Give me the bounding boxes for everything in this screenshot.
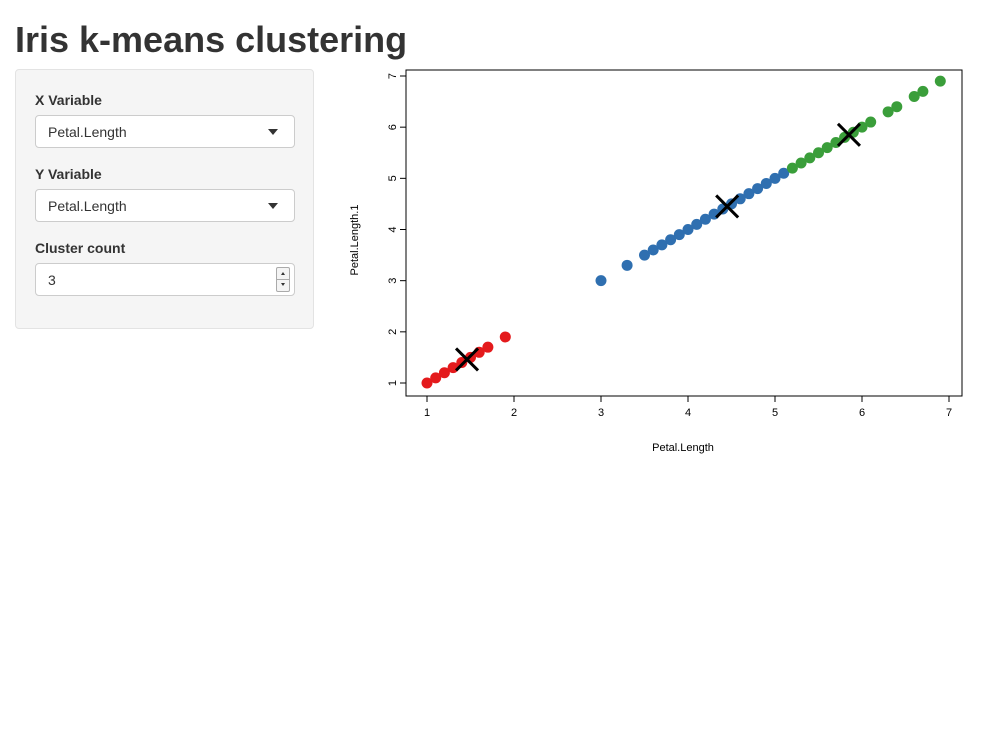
cluster-2-point	[647, 244, 659, 256]
x-tick-label: 7	[946, 407, 952, 419]
y-tick-label: 6	[387, 124, 399, 130]
center-x-stroke	[836, 122, 862, 147]
cluster-2-point	[682, 224, 694, 235]
cluster-3-point	[821, 142, 833, 154]
sidebar-panel: X Variable Petal.Length Y Variable Petal…	[15, 69, 314, 329]
spin-down-button[interactable]	[277, 280, 289, 291]
spin-up-button[interactable]	[277, 268, 289, 280]
cluster-scatter-plot: 1 2 3 4 5 6 7 1 2 3 4 5 6 7 Petal.Length Petal.Lengt…	[349, 69, 963, 454]
cluster-1-point	[499, 331, 511, 343]
x-variable-label: X Variable	[35, 92, 102, 108]
cluster-1-point	[421, 377, 433, 389]
y-tick-label: 3	[387, 278, 399, 284]
center-x-stroke	[454, 347, 480, 372]
y-tick-label: 4	[387, 226, 399, 232]
cluster-3-point	[804, 152, 816, 164]
y-tick-label: 1	[387, 380, 399, 386]
cluster-1-point	[438, 367, 450, 379]
cluster-2-point	[760, 177, 772, 189]
cluster-3-point	[795, 157, 807, 169]
cluster-3-point	[891, 101, 903, 113]
y-tick-label: 2	[387, 329, 399, 335]
y-axis: 1 2 3 4 5 6 7	[387, 73, 406, 386]
x-variable-select[interactable]: Petal.Length	[35, 115, 295, 148]
x-tick-label: 6	[859, 407, 865, 419]
x-axis: 1 2 3 4 5 6 7	[424, 396, 952, 419]
cluster-2-point	[743, 188, 755, 200]
y-tick-label: 7	[387, 73, 399, 79]
x-tick-label: 2	[511, 407, 517, 419]
y-axis-label: Petal.Length.1	[349, 205, 361, 276]
y-variable-select[interactable]: Petal.Length	[35, 189, 295, 222]
cluster-3-point	[917, 85, 929, 97]
cluster-2-point	[621, 259, 633, 271]
cluster-2-point	[769, 172, 781, 184]
cluster-3-point	[813, 147, 824, 159]
cluster-2-point	[595, 275, 607, 287]
cluster-2-point	[778, 167, 790, 179]
cluster-1-point	[482, 341, 494, 353]
page-title: Iris k-means clustering	[15, 19, 408, 60]
cluster-2-point	[752, 183, 764, 195]
y-variable-value: Petal.Length	[48, 198, 127, 214]
chevron-down-icon	[268, 129, 278, 135]
cluster-center-marker	[454, 347, 480, 372]
y-variable-label: Y Variable	[35, 166, 102, 182]
cluster-2-point	[665, 234, 677, 246]
cluster-centers	[454, 122, 862, 372]
cluster-3-point	[865, 116, 877, 128]
cluster-3-point	[882, 106, 894, 118]
x-variable-value: Petal.Length	[48, 124, 127, 140]
cluster-1-point	[447, 362, 459, 374]
cluster-center-marker	[836, 122, 862, 147]
cluster-count-label: Cluster count	[35, 240, 126, 256]
y-tick-label: 5	[387, 175, 399, 181]
x-axis-label: Petal.Length	[652, 442, 714, 454]
cluster-2-point	[691, 218, 703, 230]
cluster-2-point	[656, 239, 668, 251]
x-tick-label: 4	[685, 407, 691, 419]
cluster-1-point	[430, 372, 442, 384]
cluster-count-input[interactable]: 3	[35, 263, 295, 296]
cluster-1-point	[456, 357, 468, 369]
cluster-2-point	[699, 213, 711, 225]
x-tick-label: 5	[772, 407, 778, 419]
plot-box	[405, 69, 963, 397]
x-tick-label: 3	[598, 407, 604, 419]
cluster-count-value: 3	[48, 272, 56, 288]
cluster-2-point	[673, 229, 685, 241]
data-points	[421, 75, 946, 389]
cluster-3-point	[934, 75, 946, 87]
cluster-count-spinner	[276, 267, 290, 292]
cluster-center-marker	[715, 194, 740, 219]
chevron-down-icon	[268, 203, 278, 209]
cluster-2-point	[639, 249, 650, 261]
cluster-3-point	[908, 90, 920, 102]
center-x-stroke	[715, 194, 740, 219]
cluster-3-point	[786, 162, 798, 174]
x-tick-label: 1	[424, 407, 430, 419]
